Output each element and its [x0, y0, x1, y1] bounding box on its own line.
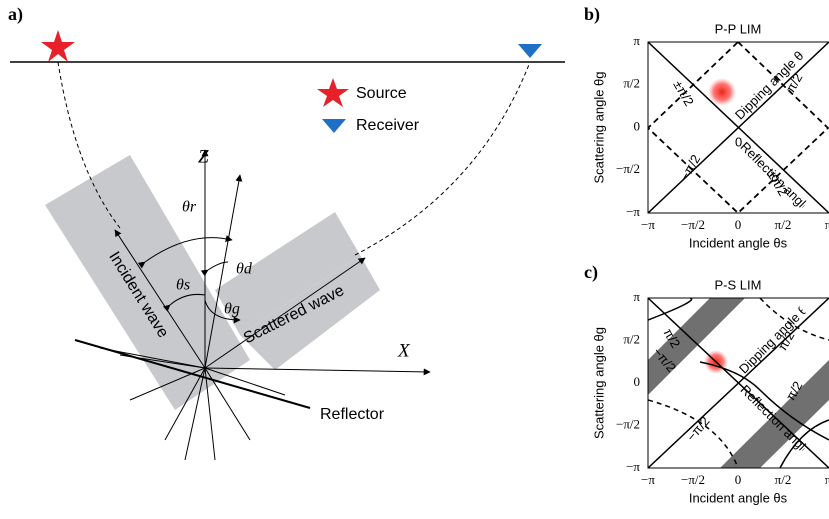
- panel-label: a): [8, 4, 23, 25]
- x-tick-label: 0: [735, 217, 742, 232]
- y-tick-label: 0: [634, 374, 641, 389]
- reflector-label: Reflector: [320, 406, 385, 423]
- panel-title: P-P LIM: [715, 21, 762, 36]
- y-axis-label: Scattering angle θg: [591, 327, 606, 439]
- y-tick-label: −π: [626, 459, 640, 474]
- x-tick-label: π: [825, 472, 829, 487]
- angle-label: θg: [224, 301, 240, 318]
- y-tick-label: π/2: [623, 331, 640, 346]
- y-tick-label: −π/2: [616, 416, 640, 431]
- y-tick-label: π: [633, 289, 640, 304]
- legend-star: [317, 78, 349, 107]
- axis-label: Z: [198, 146, 209, 167]
- annotation: 0: [735, 134, 742, 149]
- x-tick-label: π: [825, 217, 829, 232]
- x-tick-label: −π: [641, 472, 655, 487]
- angle-label: θs: [176, 277, 190, 294]
- annotation: −π/2: [677, 152, 704, 183]
- annotation: Dipping angle θd: [736, 297, 816, 377]
- panel-label: b): [584, 4, 600, 25]
- legend-triangle: [322, 119, 346, 133]
- panel-label: c): [584, 262, 598, 283]
- x-tick-label: −π: [641, 217, 655, 232]
- y-axis-label: Scattering angle θg: [591, 71, 606, 183]
- y-tick-label: π: [633, 33, 640, 48]
- panel-title: P-S LIM: [715, 277, 762, 292]
- receiver-triangle: [518, 44, 542, 58]
- plot-b: [648, 42, 829, 213]
- y-tick-label: −π/2: [616, 161, 640, 176]
- x-tick-label: π/2: [775, 472, 792, 487]
- x-axis-label: Incident angle θs: [689, 490, 788, 505]
- legend-text: Receiver: [356, 117, 420, 134]
- x-tick-label: 0: [735, 472, 742, 487]
- angle-label: θr: [182, 199, 197, 216]
- y-tick-label: 0: [634, 118, 641, 133]
- y-tick-label: π/2: [623, 76, 640, 91]
- annotation: ±π/2: [670, 78, 696, 109]
- legend-text: Source: [356, 85, 407, 102]
- x-tick-label: π/2: [775, 217, 792, 232]
- page: a) Source Receiver Z X θr θd θs θg Incid…: [0, 0, 829, 519]
- angle-label: θd: [236, 261, 253, 278]
- y-tick-label: −π: [626, 204, 640, 219]
- axis-label: X: [397, 340, 411, 361]
- source-star: [41, 30, 75, 62]
- figure: a) Source Receiver Z X θr θd θs θg Incid…: [0, 0, 829, 519]
- x-tick-label: −π/2: [681, 217, 705, 232]
- x-tick-label: −π/2: [681, 472, 705, 487]
- x-axis-label: Incident angle θs: [689, 235, 788, 250]
